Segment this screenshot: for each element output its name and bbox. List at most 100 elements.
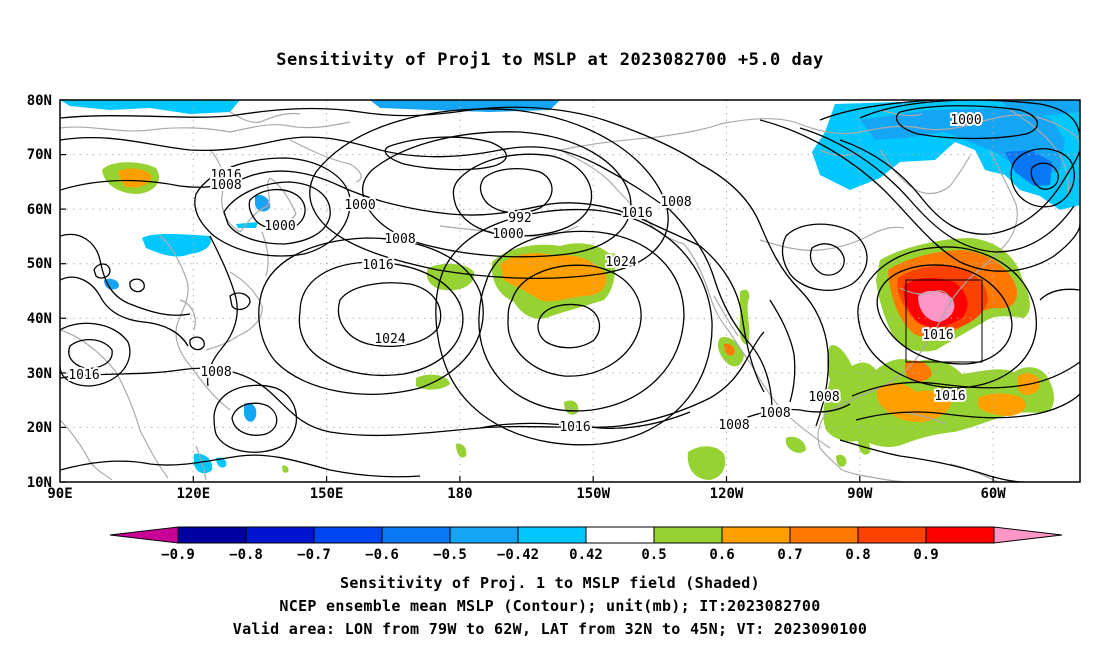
contour-1008-c: [258, 237, 484, 395]
mslp-contours: [60, 100, 1080, 482]
coast-kamchatka: [269, 177, 297, 223]
coast-korea: [179, 299, 196, 331]
label-1000-b: 1000: [344, 198, 375, 213]
label-992: 992: [508, 211, 531, 226]
shade-pos-mexico: [739, 289, 750, 345]
lon-label-90w: 90W: [847, 486, 873, 502]
colorbar-low-end: [109, 526, 179, 544]
colorbar-label-1: −0.9: [161, 547, 195, 563]
lat-label-10n: 10N: [27, 475, 52, 491]
shade-neg-china-east: [104, 278, 119, 290]
colorbar-label-12: 0.9: [913, 547, 938, 563]
colorbar-label-7: 0.42: [569, 547, 603, 563]
shade-neg-kamchatka: [255, 194, 271, 212]
contour-caribbean: [839, 439, 1025, 482]
contour-far-east-atlantic: [1039, 288, 1080, 301]
colorbar-swatch-6: [517, 526, 587, 544]
contour-1008-d: [435, 208, 713, 446]
contour-992: [479, 167, 553, 214]
contour-1016-a: [309, 108, 669, 280]
label-1016-g: 1016: [934, 389, 965, 404]
contour-1000-d: [895, 105, 1038, 140]
label-1024-a: 1024: [374, 332, 405, 347]
label-1016-a: 1016: [210, 168, 241, 183]
label-1008-e: 1008: [718, 418, 749, 433]
colorbar-high-end: [993, 526, 1063, 544]
contour-atlantic-ring: [857, 246, 1037, 389]
contour-1024-ring: [507, 264, 642, 377]
label-1008-c: 1008: [384, 232, 415, 247]
coast-us-west: [713, 295, 739, 337]
contour-1008-g: [739, 403, 851, 421]
contour-1016-c: [478, 230, 685, 412]
coast-us-east: [895, 243, 1007, 379]
coast-japan: [205, 271, 263, 351]
contour-labels: 1016 1008 1000 1000 992 1000 1016 1008 1…: [66, 111, 983, 437]
caption-line-3: Valid area: LON from 79W to 62W, LAT fro…: [232, 620, 868, 638]
contour-rockies: [769, 299, 796, 403]
contour-1016-d: [60, 367, 711, 437]
label-1000-a: 1000: [264, 219, 295, 234]
contour-sea-small: [229, 292, 251, 311]
shade-pos-east-pacific-strip: [786, 436, 806, 453]
map-title: Sensitivity of Proj1 to MSLP at 20230827…: [276, 50, 824, 70]
label-1000-c: 1000: [492, 227, 523, 242]
contour-1000-b: [223, 181, 331, 245]
coast-great-lakes: [899, 287, 951, 307]
lon-label-180: 180: [447, 486, 472, 502]
contour-namerica-2: [669, 209, 773, 411]
contour-1024-a: [337, 282, 442, 347]
coast-chukotka: [289, 139, 362, 183]
contour-north-3: [60, 170, 701, 247]
shade-pos-gulf-alaska: [600, 253, 628, 269]
caption-line-1: Sensitivity of Proj. 1 to MSLP field (Sh…: [340, 574, 760, 592]
shade-neg-pacific-west: [244, 402, 257, 422]
colorbar-swatch-8: [653, 526, 723, 544]
label-1000-d: 1000: [950, 113, 981, 128]
contour-canada-low-3: [819, 100, 1050, 121]
contour-1008-b: [361, 131, 632, 258]
colorbar-label-3: −0.7: [297, 547, 331, 563]
label-1024-b: 1024: [605, 255, 636, 270]
lon-label-120e: 120E: [176, 486, 210, 502]
shade-pos-siberia-core: [118, 168, 152, 188]
shade-pos-atlantic-south-orange-2: [904, 360, 932, 382]
coast-india-bay: [60, 419, 113, 481]
contour-asia-small-3: [189, 336, 205, 351]
contour-1008-a: [194, 157, 351, 257]
lat-label-20n: 20N: [27, 420, 52, 436]
shade-neg-philippine-sea: [194, 453, 213, 474]
label-1008-d: 1008: [200, 365, 231, 380]
map-panel: 1016 1008 1000 1000 992 1000 1016 1008 1…: [60, 100, 1080, 482]
contour-namerica-3: [699, 245, 765, 393]
lat-label-30n: 30N: [27, 366, 52, 382]
contour-namerica-low-2: [781, 223, 868, 291]
shade-neg-okhotsk: [236, 222, 258, 228]
lon-label-150e: 150E: [310, 486, 344, 502]
contour-asia-wave-2: [60, 276, 189, 347]
shade-pos-pacific-south: [456, 443, 467, 458]
colorbar-swatch-12: [925, 526, 995, 544]
colorbar-label-9: 0.6: [709, 547, 734, 563]
shade-neg-arctic-central: [370, 100, 560, 112]
contour-lab-low-2: [1010, 148, 1075, 208]
lon-label-150w: 150W: [576, 486, 610, 502]
lon-label-120w: 120W: [710, 486, 744, 502]
colorbar-swatch-2: [245, 526, 315, 544]
lat-label-50n: 50N: [27, 256, 52, 272]
contour-atlantic-south: [855, 393, 1080, 421]
shade-neg-arctic-west: [60, 100, 240, 114]
lon-label-60w: 60W: [980, 486, 1006, 502]
colorbar-swatch-11: [857, 526, 927, 544]
coast-se-asia: [60, 329, 169, 479]
colorbar-label-5: −0.5: [433, 547, 467, 563]
positive-sensitivity-shading: [102, 162, 1054, 480]
contour-canada-arc-3: [759, 119, 1080, 272]
contour-canada-arc-1: [839, 139, 1080, 235]
coast-hudson-bay: [879, 149, 971, 195]
shade-pos-caribbean-1: [836, 454, 847, 467]
colorbar-label-8: 0.5: [641, 547, 666, 563]
colorbar-label-6: −0.42: [497, 547, 539, 563]
contour-1016-b: [298, 261, 464, 377]
